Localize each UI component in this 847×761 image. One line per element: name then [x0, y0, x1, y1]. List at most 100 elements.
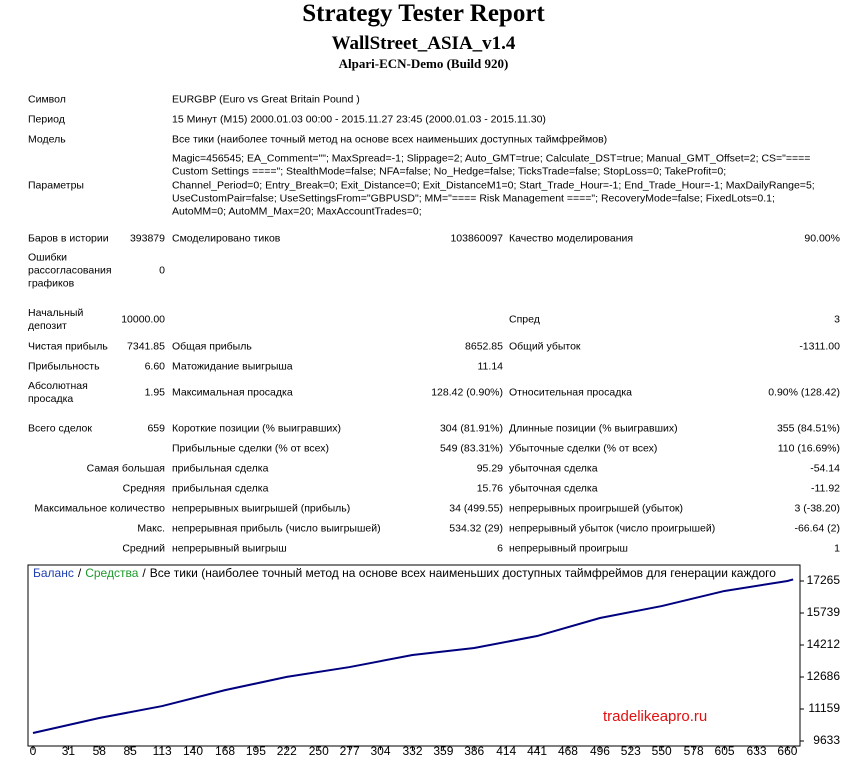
row-label: прибыльная сделка — [172, 462, 269, 475]
row-value: -11.92 — [811, 482, 840, 495]
row-value: 1 — [834, 542, 840, 555]
parameter-line: Custom Settings ===="; StealthMode=false… — [172, 165, 727, 178]
legend-separator: / — [78, 566, 82, 580]
row-label: Прибыльные сделки (% от всех) — [172, 442, 330, 455]
y-tick-label: 12686 — [807, 669, 841, 683]
row-value: 90.00% — [804, 232, 840, 245]
x-tick-label: 58 — [93, 744, 107, 758]
row-value: 0.90% (128.42) — [768, 386, 840, 399]
row-label: Всего сделок — [28, 422, 92, 435]
balance-line — [32, 578, 794, 734]
row-label: Параметры — [28, 179, 84, 192]
x-tick-label: 31 — [62, 744, 76, 758]
row-value: 355 (84.51%) — [776, 422, 840, 435]
y-tick-label: 15739 — [807, 605, 841, 619]
x-tick-label: 468 — [558, 744, 578, 758]
row-label: Короткие позиции (% выигравших) — [172, 422, 342, 435]
row-label: убыточная сделка — [509, 482, 598, 495]
row-value: 10000.00 — [121, 313, 165, 326]
x-tick-label: 633 — [747, 744, 767, 758]
row-label: Макс. — [137, 522, 165, 535]
row-label: 15 Минут (M15) 2000.01.03 00:00 - 2015.1… — [172, 113, 546, 126]
x-tick-label: 386 — [464, 744, 484, 758]
row-value: 11.14 — [477, 360, 504, 373]
x-tick-label: 578 — [684, 744, 704, 758]
x-tick-label: 660 — [777, 744, 797, 758]
row-label: прибыльная сделка — [172, 482, 269, 495]
row-label: Баров в истории — [28, 232, 109, 245]
row-label: непрерывная прибыль (число выигрышей) — [172, 522, 381, 535]
row-value: 95.29 — [476, 462, 503, 475]
row-value: 103860097 — [450, 232, 503, 245]
row-label: Все тики (наиболее точный метод на основ… — [172, 133, 608, 146]
legend-entry: Все тики (наиболее точный метод на основ… — [150, 566, 777, 580]
x-tick-label: 550 — [652, 744, 672, 758]
row-label: Прибыльность — [28, 360, 100, 373]
row-label: Самая большая — [86, 462, 165, 475]
row-value: -66.64 (2) — [794, 522, 840, 535]
row-label: Ошибки рассогласования графиков — [28, 251, 112, 290]
row-label: Модель — [28, 133, 66, 146]
x-tick-label: 332 — [402, 744, 422, 758]
row-value: 8652.85 — [465, 340, 503, 353]
row-value: 34 (499.55) — [449, 502, 503, 515]
x-tick-label: 0 — [30, 744, 37, 758]
row-label: непрерывный убыток (число проигрышей) — [509, 522, 716, 535]
row-value: 3 — [834, 313, 840, 326]
row-value: 304 (81.91%) — [439, 422, 503, 435]
row-label: убыточная сделка — [509, 462, 598, 475]
row-label: непрерывных проигрышей (убыток) — [509, 502, 684, 515]
row-label: непрерывный проигрыш — [509, 542, 628, 555]
row-label: Максимальная просадка — [172, 386, 293, 399]
x-tick-label: 195 — [246, 744, 266, 758]
x-tick-label: 304 — [370, 744, 390, 758]
row-label: Средний — [122, 542, 165, 555]
title: Strategy Tester Report — [302, 0, 545, 27]
y-tick-label: 14212 — [807, 637, 841, 651]
x-tick-label: 496 — [590, 744, 610, 758]
x-tick-label: 523 — [621, 744, 641, 758]
row-label: Общий убыток — [509, 340, 581, 353]
row-value: 6 — [497, 542, 503, 555]
parameter-line: AutoMM=0; AutoMM_Max=20; MaxAccountTrade… — [172, 205, 422, 218]
row-value: 3 (-38.20) — [794, 502, 840, 515]
row-value: -54.14 — [810, 462, 840, 475]
parameter-line: UseCustomPair=false; UseSettingsFrom="GB… — [172, 192, 775, 205]
x-tick-label: 85 — [123, 744, 137, 758]
row-label: EURGBP (Euro vs Great Britain Pound ) — [172, 93, 360, 106]
row-label: Период — [28, 113, 65, 126]
x-tick-label: 140 — [183, 744, 203, 758]
row-value: 1.95 — [144, 386, 165, 399]
row-label: Убыточные сделки (% от всех) — [509, 442, 658, 455]
server: Alpari-ECN-Demo (Build 920) — [338, 56, 509, 71]
x-tick-label: 441 — [527, 744, 547, 758]
y-tick-label: 17265 — [807, 573, 841, 587]
x-tick-label: 605 — [715, 744, 735, 758]
x-tick-label: 250 — [309, 744, 329, 758]
y-tick-label: 11159 — [808, 701, 840, 715]
legend: Баланс / Средства / Все тики (наиболее точны… — [33, 566, 776, 580]
row-value: 0 — [159, 264, 165, 277]
row-label: Максимальное количество — [34, 502, 165, 515]
row-value: 6.60 — [144, 360, 165, 373]
x-tick-label: 168 — [215, 744, 235, 758]
row-label: Спред — [509, 313, 540, 326]
x-tick-label: 277 — [340, 744, 360, 758]
row-label: Матожидание выигрыша — [172, 360, 293, 373]
row-label: непрерывных выигрышей (прибыль) — [172, 502, 351, 515]
row-value: 393879 — [129, 232, 165, 245]
x-tick-label: 414 — [496, 744, 516, 758]
row-label: Средняя — [122, 482, 165, 495]
watermark: tradelikeapro.ru — [603, 708, 707, 725]
row-label: Чистая прибыль — [28, 340, 108, 353]
row-label: Смоделировано тиков — [172, 232, 281, 245]
legend-separator: / — [142, 566, 146, 580]
parameter-line: Magic=456545; EA_Comment=""; MaxSpread=-… — [172, 152, 811, 165]
row-value: 7341.85 — [127, 340, 165, 353]
row-value: 549 (83.31%) — [439, 442, 503, 455]
row-label: Общая прибыль — [172, 340, 252, 353]
row-label: Абсолютная просадка — [28, 380, 88, 405]
row-label: Начальный депозит — [28, 307, 84, 332]
